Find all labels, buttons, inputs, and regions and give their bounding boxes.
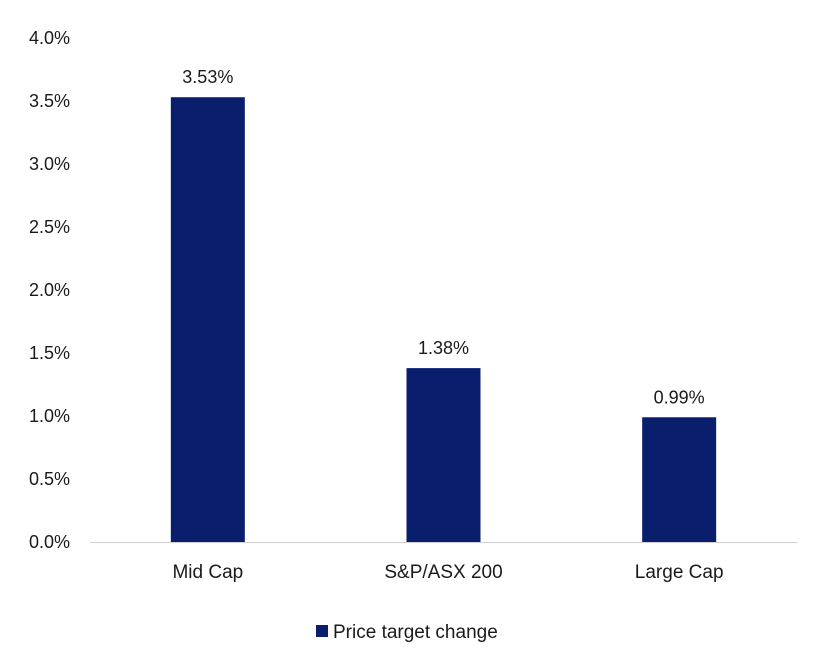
x-tick-label: Large Cap [635,562,724,583]
x-tick-label: Mid Cap [172,562,243,583]
data-label: 3.53% [182,67,233,87]
x-tick-label: S&P/ASX 200 [384,562,502,583]
legend-label: Price target change [333,622,498,643]
bar [642,417,717,542]
data-labels: 3.53% 1.38% 0.99% [182,67,704,407]
bar-series [170,97,717,542]
y-tick-label: 3.0% [29,154,70,174]
y-tick-label: 3.5% [29,91,70,111]
y-tick-label: 0.5% [29,469,70,489]
y-tick-label: 0.0% [29,532,70,552]
y-tick-label: 2.5% [29,217,70,237]
legend: Price target change [316,622,498,643]
data-label: 1.38% [418,338,469,358]
bar [170,97,245,542]
legend-swatch [316,625,328,637]
y-axis: 0.0% 0.5% 1.0% 1.5% 2.0% 2.5% 3.0% 3.5% 4.0% [29,28,70,552]
y-tick-label: 1.0% [29,406,70,426]
bar [406,368,481,542]
y-tick-label: 1.5% [29,343,70,363]
y-tick-label: 2.0% [29,280,70,300]
y-tick-label: 4.0% [29,28,70,48]
x-axis: Mid Cap S&P/ASX 200 Large Cap [172,562,723,583]
data-label: 0.99% [654,387,705,407]
